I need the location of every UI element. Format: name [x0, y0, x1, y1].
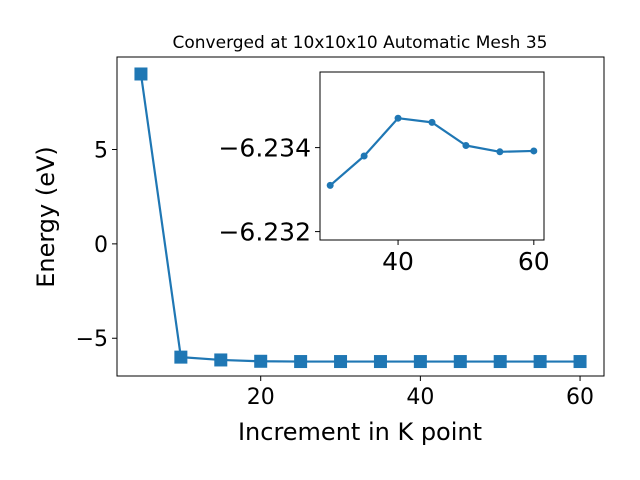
main-data-point [493, 355, 507, 369]
main-data-point [453, 355, 467, 369]
main-data-point [373, 355, 387, 369]
inset-data-point [462, 142, 470, 149]
main-series-line [139, 73, 581, 363]
main-y-tick-label: 5 [94, 138, 108, 163]
inset-data-point [326, 181, 334, 189]
inset-y-tick-label: −6.232 [218, 218, 311, 247]
inset-data-point [360, 152, 368, 160]
inset-y-tick-label: −6.234 [218, 134, 311, 163]
main-data-point [294, 355, 308, 369]
inset-data-point [428, 118, 436, 126]
x-axis-label: Increment in K point [238, 418, 482, 446]
inset-x-tick-label: 40 [382, 247, 414, 276]
main-data-point [533, 355, 547, 369]
main-data-point [254, 354, 268, 368]
main-x-tick-label: 40 [406, 385, 434, 410]
inset-x-tick-label: 60 [518, 247, 550, 276]
inset-plot: 40 60 −6.234 −6.232 [218, 71, 550, 276]
main-data-point [134, 67, 148, 81]
inset-axes-frame [319, 71, 545, 241]
chart-title: Converged at 10x10x10 Automatic Mesh 35 [173, 33, 548, 53]
main-data-point [334, 355, 348, 369]
inset-data-point [530, 147, 538, 155]
inset-data-point [394, 114, 402, 122]
y-axis-label: Energy (eV) [32, 146, 60, 288]
main-x-tick-label: 20 [247, 385, 275, 410]
main-y-tick-label: −5 [76, 327, 108, 352]
main-data-point [413, 355, 427, 369]
main-data-point [573, 355, 587, 369]
main-y-tick-label: 0 [94, 233, 108, 258]
main-x-tick-label: 60 [566, 385, 594, 410]
main-data-point [214, 353, 228, 367]
main-data-point [174, 350, 188, 364]
inset-data-point [496, 148, 504, 156]
